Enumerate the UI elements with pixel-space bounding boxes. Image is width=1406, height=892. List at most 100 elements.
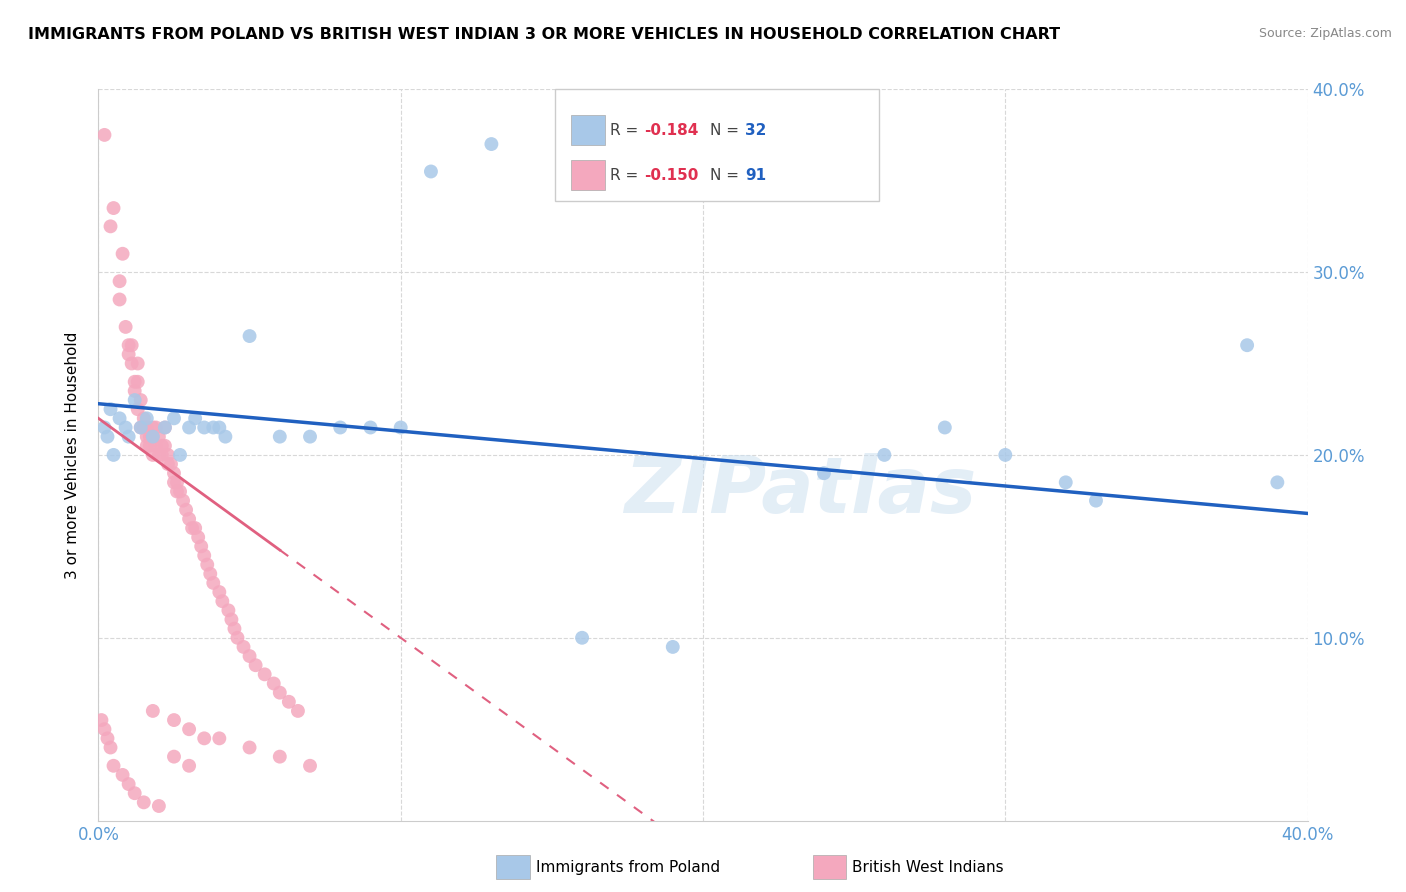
Point xyxy=(142,448,165,462)
Point xyxy=(108,274,131,288)
Point xyxy=(200,566,222,581)
Point xyxy=(420,164,443,178)
Point xyxy=(96,430,118,444)
Point xyxy=(1267,475,1289,490)
Point xyxy=(661,640,683,654)
Point xyxy=(129,392,152,407)
Point xyxy=(1054,475,1077,490)
Point xyxy=(124,786,146,800)
Point xyxy=(96,731,118,746)
Point xyxy=(179,723,201,737)
Point xyxy=(132,796,155,810)
Point xyxy=(269,430,291,444)
Point xyxy=(163,749,186,764)
Point xyxy=(169,484,191,499)
Point xyxy=(217,603,239,617)
Point xyxy=(239,329,262,343)
Point xyxy=(132,411,155,425)
Point xyxy=(299,758,322,772)
Point xyxy=(90,713,112,727)
Point xyxy=(103,448,125,462)
Point xyxy=(124,375,146,389)
Point xyxy=(153,420,176,434)
Point xyxy=(193,549,215,563)
Point xyxy=(108,411,131,425)
Point xyxy=(221,613,243,627)
Point xyxy=(163,475,186,490)
Text: 32: 32 xyxy=(745,123,766,138)
Point xyxy=(184,411,207,425)
Point xyxy=(813,466,835,480)
Point xyxy=(135,439,157,453)
Point xyxy=(277,695,299,709)
Point xyxy=(166,475,188,490)
Point xyxy=(132,420,155,434)
Point xyxy=(145,420,167,434)
Point xyxy=(148,799,170,814)
Point xyxy=(150,439,173,453)
Point xyxy=(124,392,146,407)
Point xyxy=(193,731,215,746)
Point xyxy=(389,420,412,434)
Point xyxy=(139,430,162,444)
Point xyxy=(100,740,122,755)
Point xyxy=(111,246,134,260)
Point xyxy=(873,448,896,462)
Point xyxy=(239,649,262,664)
Point xyxy=(299,430,322,444)
Point xyxy=(127,356,149,371)
Point xyxy=(163,466,186,480)
Text: ZIPatlas: ZIPatlas xyxy=(624,453,976,530)
Point xyxy=(163,713,186,727)
Point xyxy=(181,521,204,535)
Point xyxy=(571,631,593,645)
Point xyxy=(179,758,201,772)
Point xyxy=(135,430,157,444)
Point xyxy=(360,420,382,434)
Point xyxy=(129,420,152,434)
Point xyxy=(93,420,115,434)
Point xyxy=(994,448,1017,462)
Point xyxy=(100,219,122,234)
Point xyxy=(202,576,225,591)
Point xyxy=(263,676,285,690)
Point xyxy=(193,420,215,434)
Point xyxy=(179,512,201,526)
Point xyxy=(934,420,956,434)
Point xyxy=(163,411,186,425)
Point xyxy=(269,686,291,700)
Point xyxy=(121,356,143,371)
Point xyxy=(208,420,231,434)
Point xyxy=(127,375,149,389)
Point xyxy=(329,420,352,434)
Point xyxy=(100,402,122,417)
Point xyxy=(129,420,152,434)
Point xyxy=(118,347,141,361)
Point xyxy=(118,777,141,791)
Point xyxy=(184,521,207,535)
Point xyxy=(160,457,183,471)
Point xyxy=(145,439,167,453)
Point xyxy=(135,411,157,425)
Point xyxy=(239,740,262,755)
Point xyxy=(208,731,231,746)
Text: R =: R = xyxy=(610,169,644,184)
Point xyxy=(150,448,173,462)
Point xyxy=(232,640,254,654)
Point xyxy=(114,420,136,434)
Point xyxy=(195,558,218,572)
Point xyxy=(114,319,136,334)
Point xyxy=(211,594,233,608)
Point xyxy=(139,439,162,453)
Point xyxy=(226,631,249,645)
Point xyxy=(153,420,176,434)
Point xyxy=(118,338,141,352)
Point xyxy=(135,420,157,434)
Point xyxy=(202,420,225,434)
Text: N =: N = xyxy=(710,169,744,184)
Text: -0.184: -0.184 xyxy=(644,123,699,138)
Point xyxy=(103,758,125,772)
Point xyxy=(103,201,125,215)
Point xyxy=(142,420,165,434)
Text: Source: ZipAtlas.com: Source: ZipAtlas.com xyxy=(1258,27,1392,40)
